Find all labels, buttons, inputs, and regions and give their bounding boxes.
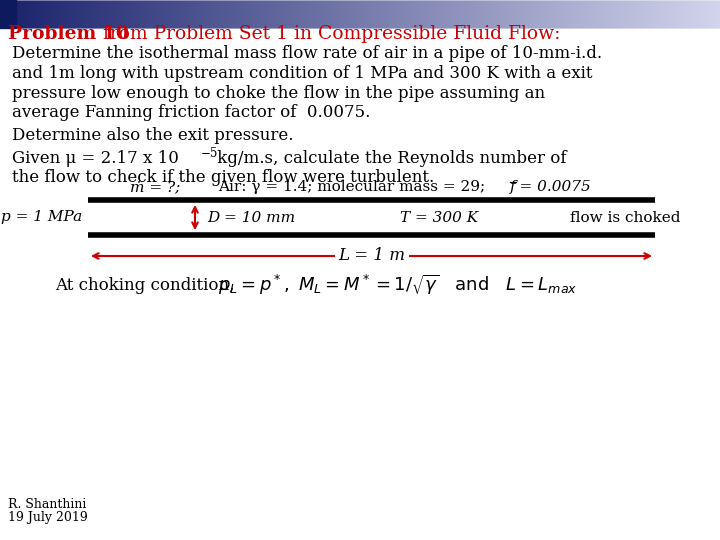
Text: Determine the isothermal mass flow rate of air in a pipe of 10-mm-i.d.: Determine the isothermal mass flow rate …: [12, 45, 602, 63]
Text: f = 0.0075: f = 0.0075: [510, 180, 592, 194]
Text: Problem 10: Problem 10: [8, 25, 129, 43]
Text: L = 1 m: L = 1 m: [338, 247, 405, 265]
Text: flow is choked: flow is choked: [570, 211, 680, 225]
Text: the flow to check if the given flow were turbulent.: the flow to check if the given flow were…: [12, 170, 434, 186]
Text: Determine also the exit pressure.: Determine also the exit pressure.: [12, 126, 294, 144]
Text: average Fanning friction factor of  0.0075.: average Fanning friction factor of 0.007…: [12, 104, 370, 121]
Text: T = 300 K: T = 300 K: [400, 211, 478, 225]
Text: 19 July 2019: 19 July 2019: [8, 511, 88, 524]
Text: Given μ = 2.17 x 10: Given μ = 2.17 x 10: [12, 150, 179, 167]
Text: kg/m.s, calculate the Reynolds number of: kg/m.s, calculate the Reynolds number of: [212, 150, 567, 167]
Text: R. Shanthini: R. Shanthini: [8, 498, 86, 511]
Text: At choking condition,: At choking condition,: [55, 276, 240, 294]
Text: −5: −5: [201, 147, 218, 160]
Text: $p_L = p^*,\ M_L = M^* = 1/\sqrt{\gamma}$   and   $L = L_{max}$: $p_L = p^*,\ M_L = M^* = 1/\sqrt{\gamma}…: [218, 273, 577, 297]
Text: pressure low enough to choke the flow in the pipe assuming an: pressure low enough to choke the flow in…: [12, 84, 545, 102]
Text: ṁ = ?;: ṁ = ?;: [130, 180, 180, 194]
Text: D = 10 mm: D = 10 mm: [207, 211, 295, 225]
Text: Air: γ = 1.4; molecular mass = 29;: Air: γ = 1.4; molecular mass = 29;: [218, 180, 485, 194]
Text: from Problem Set 1 in Compressible Fluid Flow:: from Problem Set 1 in Compressible Fluid…: [97, 25, 560, 43]
Text: p = 1 MPa: p = 1 MPa: [1, 211, 82, 225]
Text: and 1m long with upstream condition of 1 MPa and 300 K with a exit: and 1m long with upstream condition of 1…: [12, 65, 593, 82]
